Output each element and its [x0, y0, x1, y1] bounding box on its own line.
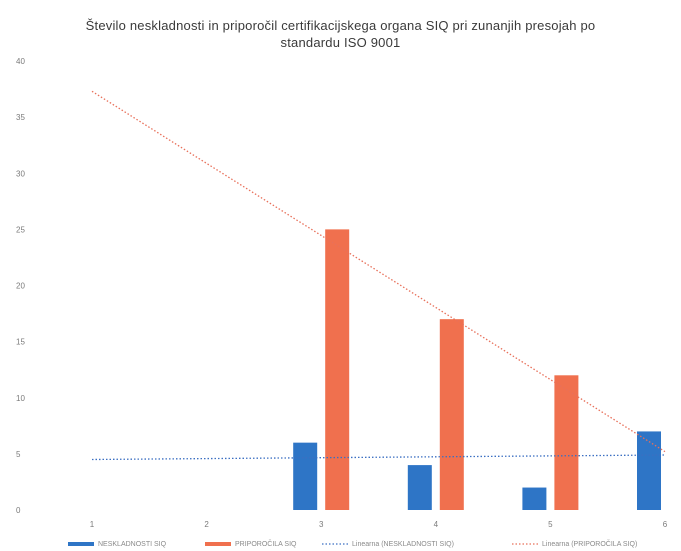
bar-neskladnosti: [637, 431, 661, 510]
legend-label: PRIPOROČILA SIQ: [235, 539, 297, 548]
y-tick-label: 5: [16, 450, 21, 459]
bar-priporocila: [325, 229, 350, 510]
y-tick-label: 40: [16, 57, 25, 66]
y-tick-label: 35: [16, 113, 25, 122]
x-tick-label: 6: [663, 520, 668, 529]
y-tick-label: 0: [16, 506, 21, 515]
chart-title-line-1: Število neskladnosti in priporočil certi…: [85, 18, 596, 33]
x-tick-label: 5: [548, 520, 553, 529]
x-tick-label: 3: [319, 520, 324, 529]
y-tick-label: 20: [16, 282, 25, 291]
x-tick-label: 4: [434, 520, 439, 529]
x-tick-label: 1: [90, 520, 95, 529]
legend-label: NESKLADNOSTI SIQ: [98, 541, 167, 548]
trendline-priporocila: [91, 90, 666, 453]
bar-neskladnosti: [522, 487, 547, 510]
bar-priporocila: [439, 319, 464, 510]
chart-title-line-2: standardu ISO 9001: [280, 35, 401, 50]
legend-label: Linearna (PRIPOROČILA SIQ): [542, 539, 637, 548]
legend-swatch: [68, 542, 94, 546]
y-tick-label: 15: [16, 338, 25, 347]
bar-priporocila: [554, 375, 579, 510]
legend-swatch: [205, 542, 231, 546]
bar-neskladnosti: [407, 465, 432, 510]
y-tick-label: 25: [16, 225, 25, 234]
y-tick-label: 10: [16, 394, 25, 403]
legend-label: Linearna (NESKLADNOSTI SIQ): [352, 541, 454, 548]
bar-neskladnosti: [293, 442, 318, 510]
trendline-neskladnosti: [91, 454, 666, 461]
y-tick-label: 30: [16, 169, 25, 178]
x-tick-label: 2: [204, 520, 209, 529]
